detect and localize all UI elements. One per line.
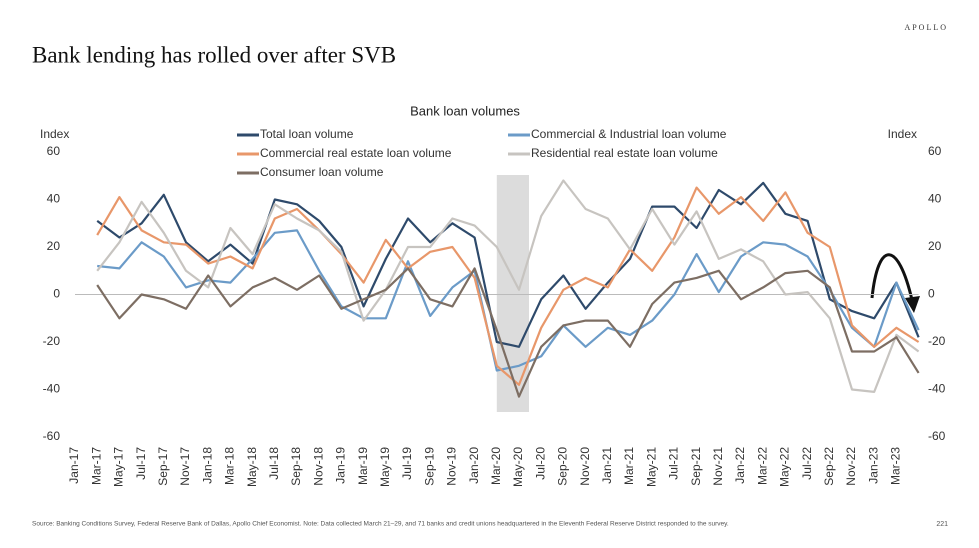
- y-tick-label: -60: [43, 429, 61, 443]
- y2-tick-label: 60: [928, 144, 942, 158]
- legend-label: Residential real estate loan volume: [531, 146, 718, 160]
- y2-tick-label: 20: [928, 239, 942, 253]
- x-tick-label: May-22: [778, 447, 792, 487]
- x-tick-label: Sep-17: [156, 447, 170, 486]
- y-tick-label: 60: [47, 144, 61, 158]
- x-tick-label: Nov-21: [711, 447, 725, 486]
- y2-tick-label: -20: [928, 334, 946, 348]
- x-tick-label: Sep-18: [289, 447, 303, 486]
- x-tick-label: May-18: [245, 447, 259, 487]
- x-tick-label: Jan-18: [200, 447, 214, 484]
- x-tick-label: Jan-19: [334, 447, 348, 484]
- y-tick-label: -40: [43, 382, 61, 396]
- x-tick-label: May-20: [511, 447, 525, 487]
- brand: APOLLO: [904, 23, 948, 32]
- x-tick-label: Jan-21: [600, 447, 614, 484]
- page-title: Bank lending has rolled over after SVB: [32, 42, 396, 67]
- x-tick-label: Nov-17: [178, 447, 192, 486]
- x-tick-label: Jul-21: [667, 447, 681, 480]
- x-tick-label: Sep-19: [422, 447, 436, 486]
- footnote: Source: Banking Conditions Survey, Feder…: [32, 521, 729, 528]
- annotation-arrow: [870, 253, 914, 301]
- x-tick-label: Jan-23: [866, 447, 880, 484]
- y-tick-label: 20: [47, 239, 61, 253]
- x-tick-label: Sep-21: [689, 447, 703, 486]
- x-tick-label: Jul-22: [800, 447, 814, 480]
- legend-label: Consumer loan volume: [260, 165, 384, 179]
- series-line: [96, 186, 920, 386]
- x-tick-label: Jul-18: [267, 447, 281, 480]
- x-tick-label: Mar-18: [223, 447, 237, 485]
- x-tick-label: May-21: [644, 447, 658, 487]
- x-tick-label: Jul-20: [533, 447, 547, 480]
- x-tick-label: Mar-20: [489, 447, 503, 485]
- page-number: 221: [936, 521, 948, 528]
- x-tick-label: Jan-20: [467, 447, 481, 484]
- y2-tick-label: 0: [928, 287, 935, 301]
- series-line: [96, 179, 920, 393]
- y2-axis-label: Index: [888, 127, 917, 141]
- x-tick-label: Jan-17: [67, 447, 81, 484]
- series-line: [97, 229, 920, 372]
- x-tick-label: May-17: [112, 447, 126, 487]
- series-line: [96, 267, 920, 398]
- x-tick-label: May-19: [378, 447, 392, 487]
- y2-tick-label: -60: [928, 429, 946, 443]
- x-tick-label: Sep-22: [822, 447, 836, 486]
- x-tick-label: Sep-20: [556, 447, 570, 486]
- y-tick-label: 40: [47, 192, 61, 206]
- legend-label: Total loan volume: [260, 127, 354, 141]
- x-tick-label: Mar-23: [889, 447, 903, 485]
- legend-label: Commercial & Industrial loan volume: [531, 127, 727, 141]
- x-tick-label: Mar-17: [89, 447, 103, 485]
- x-tick-label: Nov-22: [844, 447, 858, 486]
- legend-label: Commercial real estate loan volume: [260, 146, 452, 160]
- x-tick-label: Jan-22: [733, 447, 747, 484]
- x-tick-label: Jul-19: [400, 447, 414, 480]
- x-tick-label: Jul-17: [134, 447, 148, 480]
- y2-tick-label: -40: [928, 382, 946, 396]
- y2-tick-label: 40: [928, 192, 942, 206]
- x-tick-label: Nov-19: [445, 447, 459, 486]
- x-tick-label: Mar-22: [755, 447, 769, 485]
- series-line: [96, 181, 920, 348]
- y-tick-label: 0: [53, 287, 60, 301]
- x-tick-label: Mar-21: [622, 447, 636, 485]
- y-axis-label: Index: [40, 127, 69, 141]
- y-tick-label: -20: [43, 334, 61, 348]
- x-tick-label: Nov-18: [311, 447, 325, 486]
- x-tick-label: Nov-20: [578, 447, 592, 486]
- chart-title: Bank loan volumes: [410, 103, 520, 118]
- x-tick-label: Mar-19: [356, 447, 370, 485]
- arrow-head: [905, 296, 920, 313]
